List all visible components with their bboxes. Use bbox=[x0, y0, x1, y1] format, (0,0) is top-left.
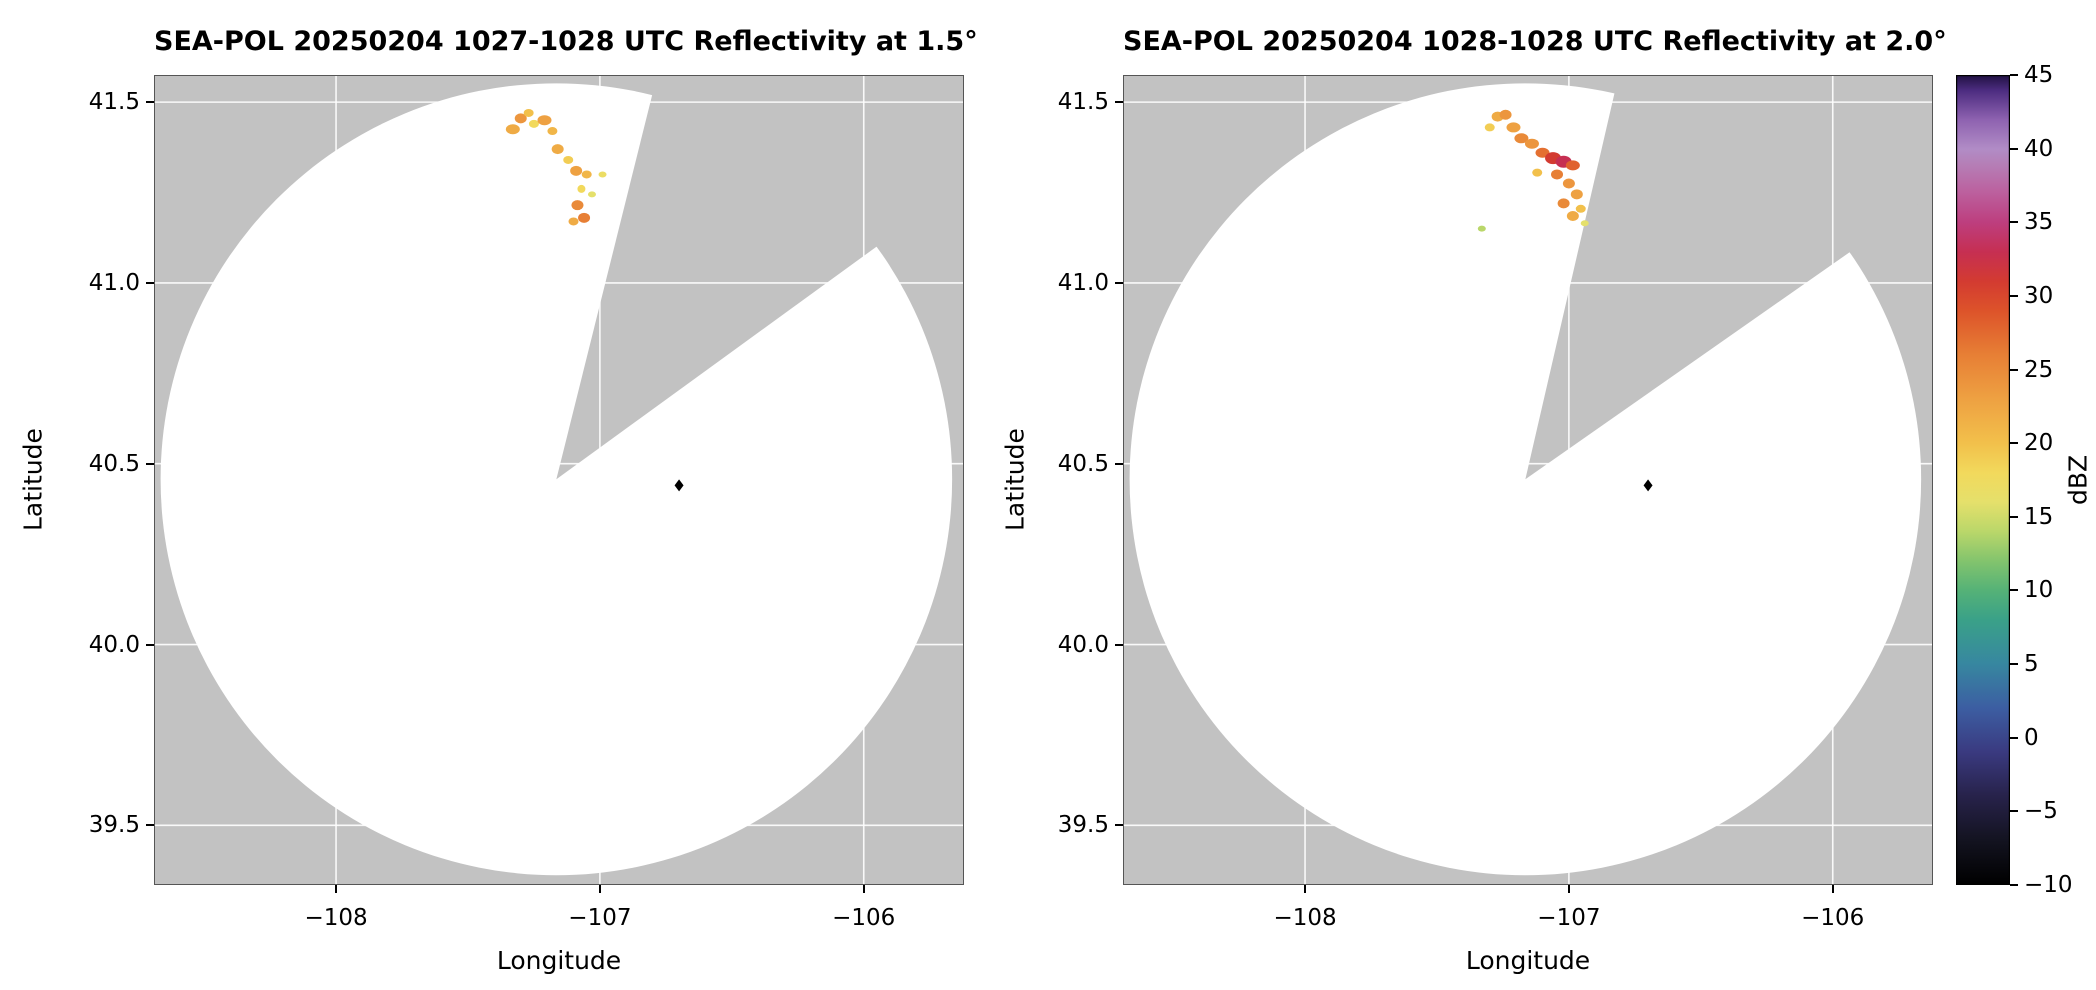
colorbar-tick-mark bbox=[2010, 515, 2018, 518]
reflectivity-echo bbox=[1580, 220, 1589, 227]
x-tick-mark bbox=[1304, 885, 1307, 893]
reflectivity-echo bbox=[1477, 225, 1486, 232]
reflectivity-echo bbox=[505, 124, 520, 135]
x-tick-label: −107 bbox=[568, 905, 632, 931]
reflectivity-echo bbox=[523, 108, 534, 117]
reflectivity-echo bbox=[1484, 123, 1495, 132]
reflectivity-echo bbox=[551, 144, 564, 155]
y-tick-mark bbox=[146, 281, 154, 284]
x-tick-label: −106 bbox=[832, 905, 896, 931]
reflectivity-echo bbox=[547, 127, 558, 136]
reflectivity-echo bbox=[514, 113, 527, 124]
colorbar-tick-mark bbox=[2010, 147, 2018, 150]
y-tick-mark bbox=[1115, 281, 1123, 284]
reflectivity-echo bbox=[570, 165, 583, 176]
y-tick-mark bbox=[1115, 643, 1123, 646]
site-marker bbox=[1643, 479, 1653, 492]
reflectivity-echo bbox=[1551, 169, 1564, 180]
colorbar-tick-mark bbox=[2010, 74, 2018, 76]
x-tick-label: −108 bbox=[304, 905, 368, 931]
colorbar-swatch bbox=[1956, 75, 2010, 885]
colorbar-tick-mark bbox=[2010, 294, 2018, 297]
y-tick-mark bbox=[1115, 101, 1123, 104]
reflectivity-echo bbox=[537, 115, 552, 126]
x-tick-mark bbox=[598, 885, 601, 893]
panel-left-y-axis-label: Latitude bbox=[18, 428, 48, 532]
axes-spine bbox=[1123, 75, 1933, 885]
colorbar-tick-mark bbox=[2010, 589, 2018, 592]
x-tick-mark bbox=[862, 885, 865, 893]
colorbar-tick-mark bbox=[2010, 442, 2018, 445]
reflectivity-echo bbox=[1557, 198, 1570, 209]
reflectivity-echo bbox=[581, 170, 592, 179]
colorbar-tick-mark bbox=[2010, 884, 2018, 886]
reflectivity-echo bbox=[563, 155, 574, 164]
x-tick-label: −108 bbox=[1273, 905, 1337, 931]
x-tick-mark bbox=[335, 885, 338, 893]
y-tick-mark bbox=[146, 462, 154, 465]
radar-plot-right bbox=[1123, 75, 1933, 885]
reflectivity-echo bbox=[1565, 160, 1580, 171]
blocked-sector bbox=[556, 75, 964, 480]
reflectivity-echo bbox=[1535, 147, 1550, 158]
reflectivity-echo bbox=[578, 212, 591, 223]
axes-spine bbox=[154, 75, 964, 885]
reflectivity-echo bbox=[1562, 178, 1575, 189]
colorbar-tick-mark bbox=[2010, 221, 2018, 224]
reflectivity-echo bbox=[1566, 211, 1579, 222]
site-marker bbox=[674, 479, 684, 492]
reflectivity-echo bbox=[1499, 109, 1512, 120]
x-tick-mark bbox=[1831, 885, 1834, 893]
x-tick-label: −107 bbox=[1537, 905, 1601, 931]
y-tick-mark bbox=[146, 101, 154, 104]
reflectivity-echo bbox=[528, 119, 539, 128]
reflectivity-echo bbox=[1524, 138, 1539, 149]
reflectivity-echo bbox=[571, 200, 584, 211]
colorbar-tick-mark bbox=[2010, 663, 2018, 666]
reflectivity-echo bbox=[577, 184, 586, 193]
colorbar-tick-mark bbox=[2010, 810, 2018, 813]
panel-left-x-axis-label: Longitude bbox=[496, 946, 622, 975]
x-tick-mark bbox=[1567, 885, 1570, 893]
reflectivity-echo bbox=[1514, 133, 1529, 144]
colorbar-label: dBZ bbox=[2063, 454, 2093, 506]
reflectivity-echo bbox=[1575, 204, 1586, 213]
reflectivity-echo bbox=[1506, 122, 1521, 133]
reflectivity-echo bbox=[568, 217, 579, 226]
x-tick-label: −106 bbox=[1801, 905, 1865, 931]
panel-left-title: SEA-POL 20250204 1027-1028 UTC Reflectiv… bbox=[154, 26, 978, 57]
y-tick-mark bbox=[146, 824, 154, 827]
panel-right-title: SEA-POL 20250204 1028-1028 UTC Reflectiv… bbox=[1123, 26, 1947, 57]
reflectivity-echo bbox=[587, 191, 596, 198]
y-tick-mark bbox=[1115, 462, 1123, 465]
colorbar bbox=[1956, 75, 2010, 885]
y-tick-mark bbox=[146, 643, 154, 646]
blocked-sector bbox=[1525, 75, 1933, 480]
colorbar-tick-mark bbox=[2010, 368, 2018, 371]
reflectivity-echo bbox=[598, 171, 607, 178]
colorbar-tick-mark bbox=[2010, 736, 2018, 739]
reflectivity-echo bbox=[1570, 189, 1583, 200]
reflectivity-echo bbox=[1532, 168, 1543, 177]
radar-plot-left bbox=[154, 75, 964, 885]
panel-right-x-axis-label: Longitude bbox=[1465, 946, 1591, 975]
panel-right-y-axis-label: Latitude bbox=[1000, 428, 1030, 532]
y-tick-mark bbox=[1115, 824, 1123, 827]
